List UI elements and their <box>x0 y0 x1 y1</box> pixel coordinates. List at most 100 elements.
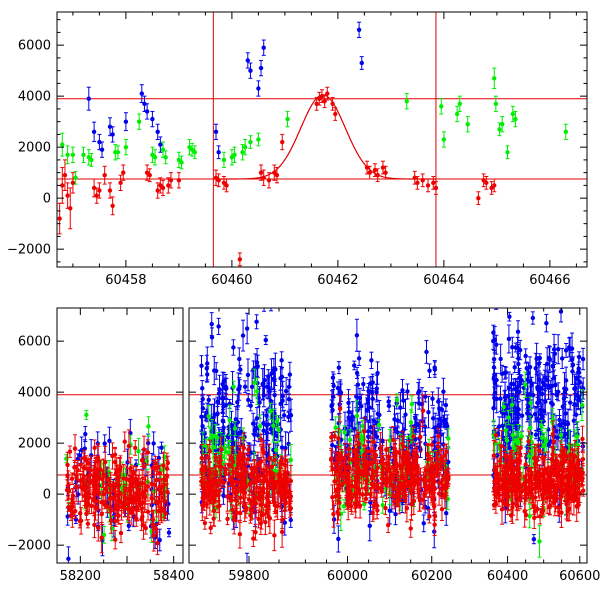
data-point <box>166 530 172 535</box>
series-red-point <box>80 474 85 502</box>
series-red-point <box>275 491 280 520</box>
series-blue-point <box>269 358 274 389</box>
data-point <box>279 358 284 363</box>
series_blue-point <box>139 84 144 104</box>
data-point <box>240 457 245 463</box>
data-point <box>95 499 100 504</box>
data-point <box>115 150 121 155</box>
series-red-point <box>118 522 124 544</box>
data-point <box>83 431 88 437</box>
series_green-point <box>563 123 568 140</box>
x-tick-label: 60466 <box>529 273 570 288</box>
series-blue-point <box>246 393 251 407</box>
series_blue-point <box>91 121 97 143</box>
series-red-point <box>233 479 238 496</box>
data-point <box>139 91 144 96</box>
data-point <box>268 409 273 414</box>
series_red-point <box>107 182 113 199</box>
series-blue-point <box>279 351 284 370</box>
data-point <box>107 124 113 129</box>
series_red-point <box>433 181 439 195</box>
data-point <box>246 447 251 452</box>
data-point <box>325 91 330 96</box>
data-point <box>110 132 115 137</box>
series_red-point <box>330 96 335 111</box>
data-point <box>122 439 127 444</box>
data-point <box>231 384 236 389</box>
series-red-point <box>258 433 264 446</box>
data-point <box>179 160 184 165</box>
series_red-point <box>68 187 73 230</box>
series-red-point <box>74 465 79 490</box>
series-red-point <box>122 431 127 452</box>
series-red-point <box>65 451 70 479</box>
series_red-point <box>484 175 489 190</box>
series-blue-point <box>248 399 253 412</box>
data-point <box>113 537 118 542</box>
data-point <box>375 173 380 178</box>
data-point <box>131 471 136 476</box>
series-blue-point <box>200 393 205 405</box>
data-point <box>155 541 160 546</box>
series_red-point <box>216 173 221 188</box>
series-red-point <box>96 514 101 542</box>
data-point <box>258 65 264 71</box>
data-point <box>65 462 70 468</box>
series-red-point <box>240 453 245 467</box>
data-point <box>166 183 171 188</box>
data-point <box>146 424 151 429</box>
data-point <box>240 435 246 441</box>
data-point <box>123 119 129 124</box>
series-red-point <box>145 439 151 466</box>
data-point <box>68 508 73 513</box>
series-red-point <box>248 507 253 524</box>
data-point <box>563 129 568 135</box>
data-point <box>219 446 224 452</box>
data-point <box>240 333 246 338</box>
series-blue-point <box>260 368 265 401</box>
data-point <box>231 345 236 350</box>
series-blue-point <box>280 380 285 412</box>
data-point <box>273 447 279 453</box>
series-blue-point <box>281 409 287 421</box>
data-point <box>66 505 71 510</box>
y-tick-label: −2000 <box>7 243 51 258</box>
series-blue-point <box>235 394 240 411</box>
data-point <box>235 399 240 405</box>
data-point <box>250 421 256 426</box>
data-point <box>240 150 245 155</box>
data-point <box>126 523 132 528</box>
series-red-point <box>200 489 205 522</box>
data-point <box>251 500 257 506</box>
series-red-point <box>237 519 243 549</box>
data-point <box>238 367 243 372</box>
data-point <box>86 461 92 466</box>
series-red-point <box>137 488 142 508</box>
series-red-point <box>217 490 222 522</box>
data-point <box>112 452 118 457</box>
data-point <box>145 450 151 455</box>
data-point <box>70 496 75 502</box>
data-point <box>168 178 174 183</box>
data-point <box>80 485 85 491</box>
series-red-point <box>92 439 97 457</box>
data-point <box>237 532 243 537</box>
series-blue-point <box>256 429 261 443</box>
data-point <box>103 459 108 465</box>
series-red-point <box>92 511 97 539</box>
series-red-point <box>271 476 277 503</box>
series-red-point <box>258 511 264 535</box>
data-point <box>269 371 274 376</box>
data-point <box>262 295 266 299</box>
x-tick-label: 60464 <box>423 273 464 288</box>
data-point <box>141 447 147 452</box>
data-point <box>114 469 119 475</box>
series-red-point <box>131 494 136 505</box>
data-point <box>224 183 229 188</box>
series-red-point <box>119 493 124 521</box>
data-point <box>118 464 123 470</box>
series-blue-point <box>254 314 259 330</box>
data-point <box>261 45 266 50</box>
series-blue-point <box>209 312 214 337</box>
